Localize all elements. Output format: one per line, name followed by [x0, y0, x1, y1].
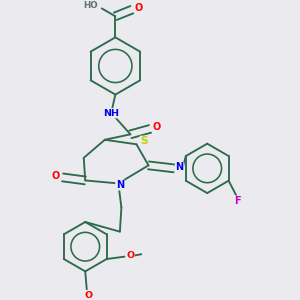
- Text: S: S: [140, 136, 148, 146]
- Text: N: N: [116, 180, 124, 190]
- Text: O: O: [126, 251, 134, 260]
- Text: O: O: [152, 122, 161, 132]
- Text: N: N: [176, 163, 184, 172]
- Text: NH: NH: [103, 109, 119, 118]
- Text: HO: HO: [83, 1, 98, 10]
- Text: F: F: [234, 196, 241, 206]
- Text: O: O: [84, 291, 92, 300]
- Text: O: O: [134, 3, 143, 13]
- Text: O: O: [52, 171, 60, 181]
